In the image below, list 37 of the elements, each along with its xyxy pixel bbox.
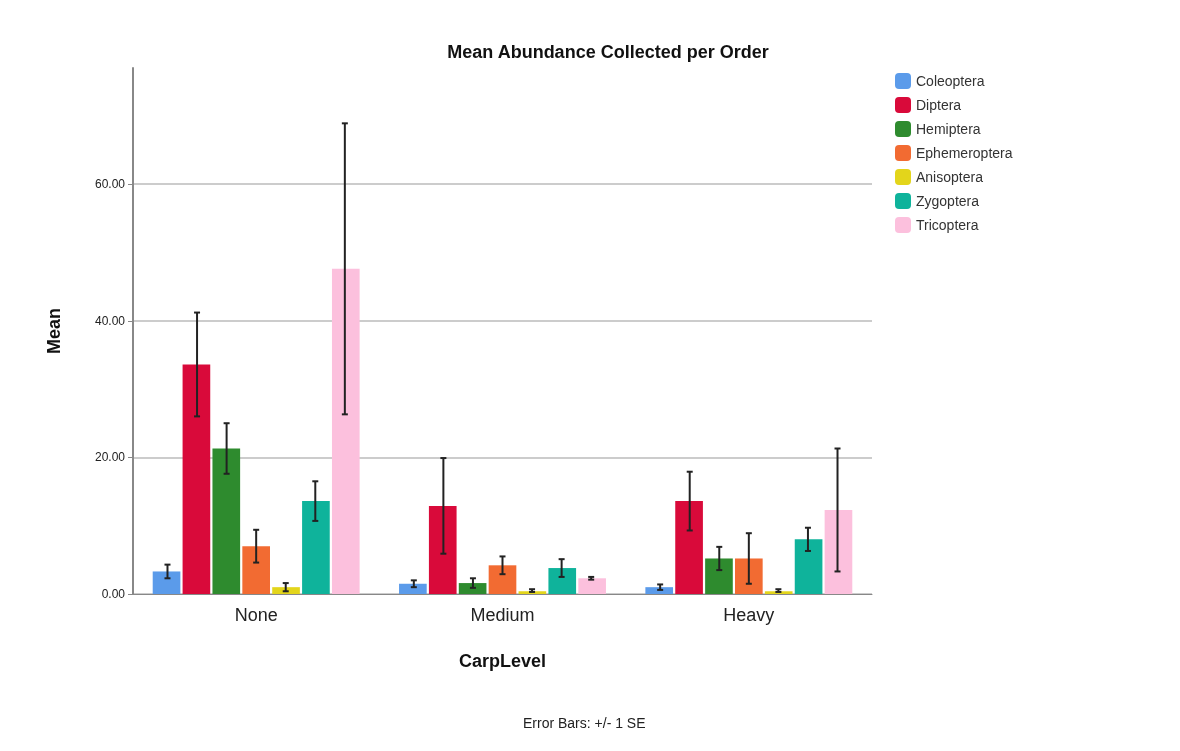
bar	[212, 448, 241, 594]
y-tick-label: 60.00	[94, 177, 126, 192]
bar	[152, 571, 181, 594]
y-tick-label: 20.00	[94, 450, 126, 465]
bar	[399, 583, 427, 594]
bar	[272, 587, 300, 594]
legend-label: Hemiptera	[916, 121, 981, 137]
bar	[242, 546, 270, 594]
bar	[675, 501, 703, 594]
legend-label: Zygoptera	[916, 193, 980, 209]
bar	[331, 268, 360, 594]
bar	[182, 364, 211, 594]
y-axis-title: Mean	[44, 307, 64, 355]
x-tick-label: Medium	[470, 605, 535, 625]
bar	[705, 558, 733, 594]
chart-title: Mean Abundance Collected per Order	[447, 42, 769, 62]
legend-label: Tricoptera	[916, 217, 979, 233]
x-tick-label: None	[234, 605, 278, 625]
legend-label: Diptera	[916, 97, 962, 113]
bar	[458, 583, 487, 594]
bar	[428, 505, 457, 594]
text: Error Bars: +/- 1 SE	[523, 715, 646, 731]
bar	[488, 565, 517, 594]
bar	[824, 509, 853, 594]
bar	[578, 578, 606, 594]
bar	[794, 539, 823, 594]
x-axis-title: CarpLevel	[458, 651, 547, 671]
legend-label: Anisoptera	[916, 169, 984, 185]
x-tick-label: Heavy	[723, 605, 775, 625]
bar	[302, 501, 330, 594]
bar	[645, 587, 674, 594]
y-tick-label: 0.00	[101, 587, 126, 601]
bar	[548, 568, 577, 594]
bar	[735, 558, 763, 594]
legend-label: Coleoptera	[916, 73, 985, 89]
legend-label: Ephemeroptera	[916, 145, 1013, 161]
y-tick-label: 40.00	[94, 313, 126, 328]
